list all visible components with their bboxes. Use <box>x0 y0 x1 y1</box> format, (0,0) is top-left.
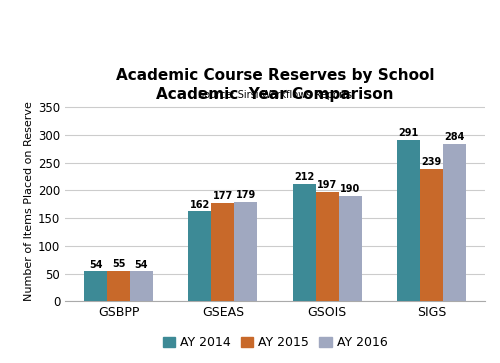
Bar <box>316 192 338 301</box>
Bar <box>84 271 107 301</box>
Text: Source: Sirsi Workflows Reports: Source: Sirsi Workflows Reports <box>198 90 352 99</box>
Text: 291: 291 <box>398 128 418 138</box>
Bar <box>443 144 466 301</box>
Bar <box>292 184 316 301</box>
Text: 197: 197 <box>317 180 338 190</box>
Bar <box>234 202 258 301</box>
Bar <box>397 140 420 301</box>
Bar <box>212 203 234 301</box>
Text: 177: 177 <box>212 191 233 201</box>
Bar <box>188 211 212 301</box>
Text: 190: 190 <box>340 184 360 194</box>
Text: 55: 55 <box>112 259 126 269</box>
Text: 284: 284 <box>444 132 464 142</box>
Bar <box>338 196 361 301</box>
Text: 162: 162 <box>190 200 210 210</box>
Bar <box>107 271 130 301</box>
Text: 54: 54 <box>89 260 102 270</box>
Text: 212: 212 <box>294 172 314 182</box>
Bar <box>420 169 443 301</box>
Title: Academic Course Reserves by School
Academic  Year Comparison: Academic Course Reserves by School Acade… <box>116 68 434 102</box>
Text: 239: 239 <box>422 157 442 167</box>
Text: 179: 179 <box>236 190 256 200</box>
Legend: AY 2014, AY 2015, AY 2016: AY 2014, AY 2015, AY 2016 <box>158 331 392 355</box>
Y-axis label: Number of Items Placed on Reserve: Number of Items Placed on Reserve <box>24 102 34 301</box>
Text: 54: 54 <box>134 260 148 270</box>
Bar <box>130 271 153 301</box>
